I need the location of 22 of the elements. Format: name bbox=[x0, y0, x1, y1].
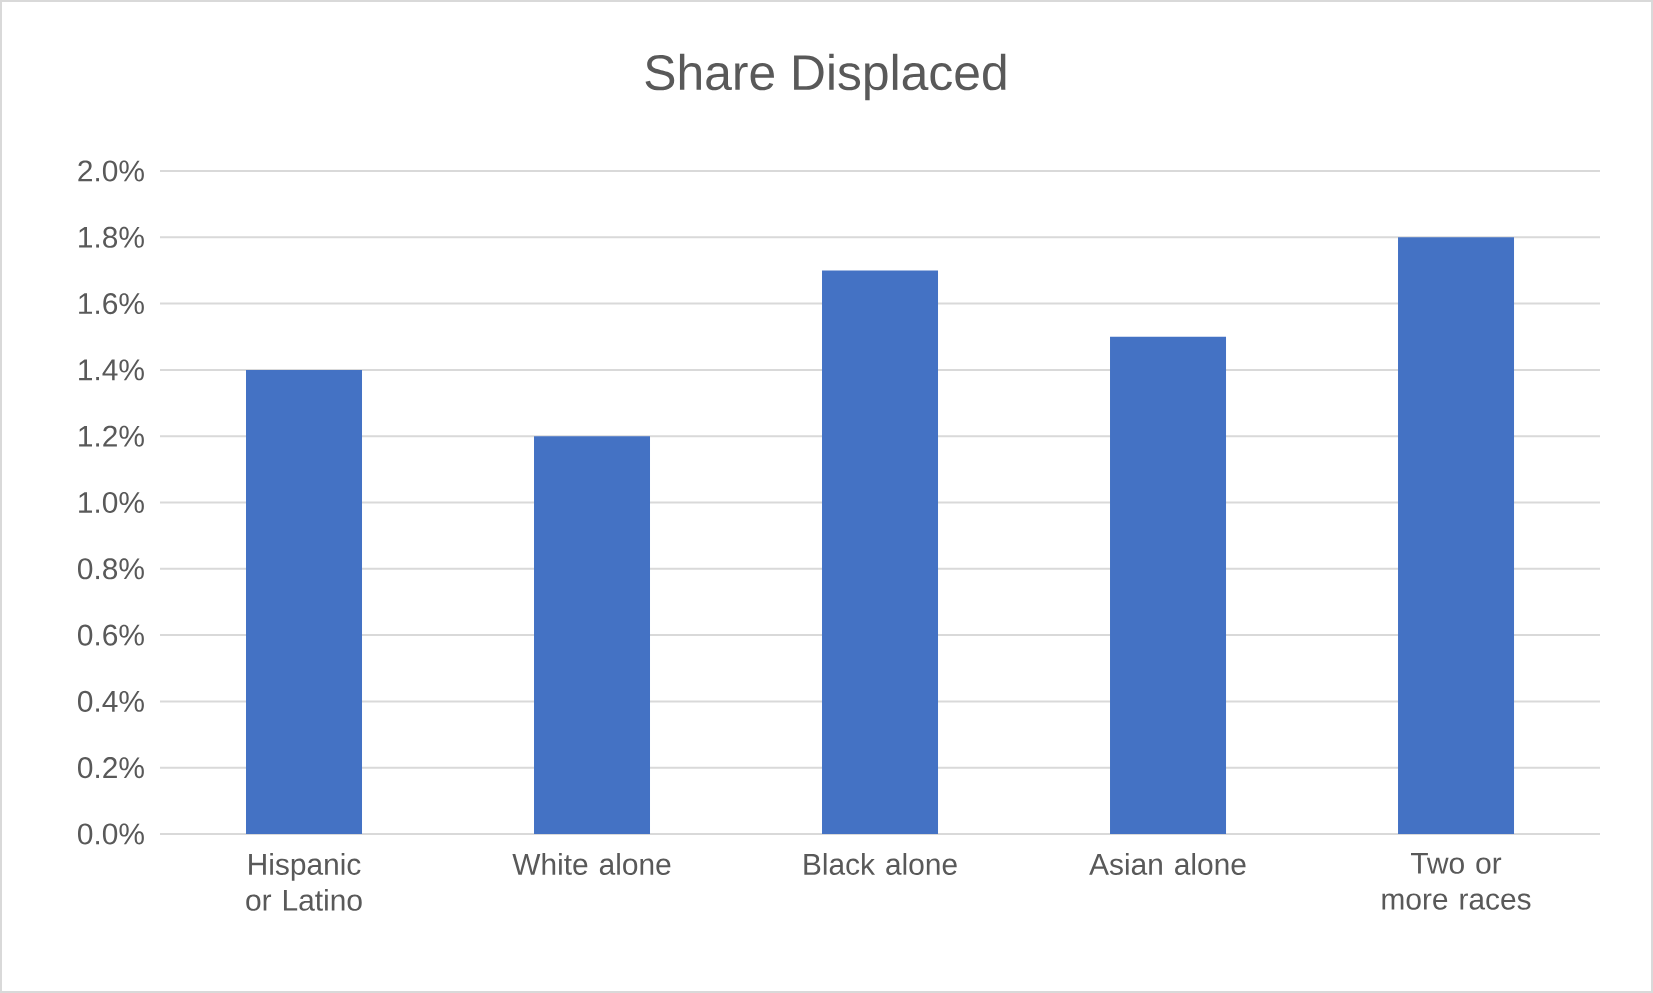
y-tick-label: 0.8% bbox=[78, 558, 144, 580]
x-tick-label: Asian alone bbox=[1089, 853, 1246, 875]
chart-title: Share Displaced bbox=[645, 53, 1006, 101]
y-tick-label: 2.0% bbox=[78, 160, 144, 182]
bar bbox=[1110, 336, 1227, 834]
x-tick-label: Hispanic or Latino bbox=[246, 853, 362, 911]
bar bbox=[246, 369, 363, 834]
x-tick-label: Two or more races bbox=[1382, 853, 1531, 910]
bar bbox=[822, 270, 939, 834]
x-tick-label: Black alone bbox=[804, 853, 957, 875]
y-tick-label: 0.6% bbox=[78, 624, 144, 646]
bar bbox=[534, 436, 651, 834]
y-tick-label: 1.2% bbox=[79, 425, 144, 447]
y-tick-label: 0.2% bbox=[78, 757, 144, 779]
y-tick-label: 1.6% bbox=[79, 292, 144, 315]
y-tick-label: 1.4% bbox=[79, 359, 144, 381]
y-tick-label: 1.8% bbox=[79, 226, 144, 248]
y-tick-label: 1.0% bbox=[79, 491, 144, 514]
bar bbox=[1398, 237, 1515, 834]
y-tick-label: 0.0% bbox=[78, 823, 144, 845]
x-tick-label: White alone bbox=[512, 853, 671, 875]
y-tick-label: 0.4% bbox=[78, 690, 144, 712]
